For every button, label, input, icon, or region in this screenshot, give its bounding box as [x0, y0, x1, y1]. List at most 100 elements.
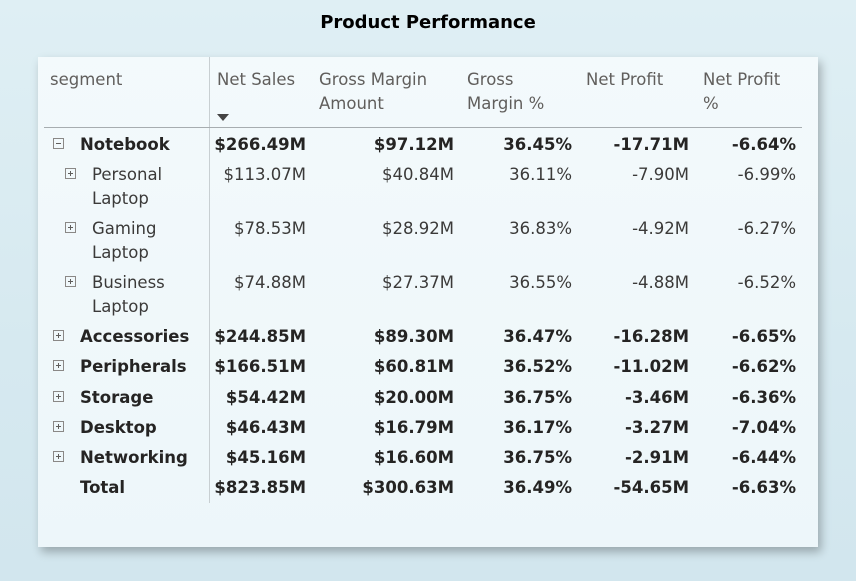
- row-label-line1: Accessories: [80, 327, 190, 346]
- cell-net-sales: $244.85M: [214, 327, 306, 346]
- cell-net-profit-pct: -6.62%: [731, 357, 796, 376]
- cell-gross-margin-pct: 36.45%: [503, 135, 572, 154]
- header-net-profit[interactable]: Net Profit: [586, 68, 663, 92]
- header-gross-margin-amount-line1: Gross Margin: [319, 70, 428, 89]
- row-label-line1: Networking: [80, 448, 188, 467]
- cell-net-profit: -16.28M: [613, 327, 689, 346]
- expand-plus-icon[interactable]: [53, 330, 64, 341]
- cell-gross-margin-pct: 36.75%: [503, 388, 572, 407]
- header-segment-label: segment: [50, 70, 123, 89]
- row-label-line1: Total: [80, 478, 126, 497]
- row-label: Peripherals: [80, 355, 187, 379]
- cell-gross-margin-pct: 36.11%: [509, 165, 572, 184]
- header-net-sales-label: Net Sales: [217, 70, 296, 89]
- cell-gross-margin-amount: $60.81M: [373, 357, 454, 376]
- cell-net-profit: -4.88M: [632, 273, 689, 292]
- cell-gross-margin-pct: 36.55%: [509, 273, 572, 292]
- header-net-sales[interactable]: Net Sales: [217, 68, 295, 92]
- cell-gross-margin-pct: 36.47%: [503, 327, 572, 346]
- cell-net-sales: $78.53M: [234, 219, 306, 238]
- cell-net-profit: -3.46M: [625, 388, 689, 407]
- row-label-line1: Business: [92, 273, 165, 292]
- cell-net-profit-pct: -6.27%: [737, 219, 796, 238]
- cell-gross-margin-pct: 36.49%: [503, 478, 572, 497]
- row-label: Networking: [80, 446, 188, 470]
- cell-net-profit: -17.71M: [613, 135, 689, 154]
- row-label-line1: Storage: [80, 388, 154, 407]
- cell-net-profit-pct: -7.04%: [731, 418, 796, 437]
- cell-gross-margin-pct: 36.52%: [503, 357, 572, 376]
- cell-net-profit: -2.91M: [625, 448, 689, 467]
- cell-net-profit-pct: -6.99%: [737, 165, 796, 184]
- cell-gross-margin-amount: $300.63M: [362, 478, 454, 497]
- cell-gross-margin-amount: $40.84M: [382, 165, 454, 184]
- cell-net-profit-pct: -6.44%: [731, 448, 796, 467]
- row-label: Gaming Laptop: [92, 217, 157, 265]
- header-segment[interactable]: segment: [50, 68, 122, 92]
- cell-net-profit-pct: -6.52%: [737, 273, 796, 292]
- cell-net-profit-pct: -6.36%: [731, 388, 796, 407]
- row-label: Desktop: [80, 416, 157, 440]
- cell-gross-margin-amount: $28.92M: [382, 219, 454, 238]
- row-label-line1: Personal: [92, 165, 163, 184]
- row-label: Personal Laptop: [92, 163, 162, 211]
- cell-gross-margin-amount: $20.00M: [373, 388, 454, 407]
- cell-net-profit-pct: -6.63%: [731, 478, 796, 497]
- header-gross-margin-amount[interactable]: Gross Margin Amount: [319, 68, 427, 116]
- cell-net-sales: $113.07M: [223, 165, 306, 184]
- row-label-line2: Laptop: [92, 243, 149, 262]
- visual-title: Product Performance: [320, 12, 536, 33]
- row-label-line1: Notebook: [80, 135, 170, 154]
- column-divider: [209, 57, 210, 503]
- cell-gross-margin-amount: $97.12M: [373, 135, 454, 154]
- collapse-minus-icon[interactable]: [53, 138, 64, 149]
- header-net-profit-label: Net Profit: [586, 70, 664, 89]
- row-label-line1: Desktop: [80, 418, 157, 437]
- row-label-line2: Laptop: [92, 297, 149, 316]
- cell-net-sales: $823.85M: [214, 478, 306, 497]
- cell-gross-margin-pct: 36.75%: [503, 448, 572, 467]
- row-label: Total: [80, 476, 125, 500]
- expand-plus-icon[interactable]: [65, 222, 76, 233]
- header-gross-margin-pct-line2: Margin %: [467, 94, 545, 113]
- header-divider: [44, 127, 802, 128]
- expand-plus-icon[interactable]: [53, 421, 64, 432]
- row-label-line1: Peripherals: [80, 357, 187, 376]
- cell-net-sales: $54.42M: [225, 388, 306, 407]
- cell-gross-margin-amount: $16.60M: [373, 448, 454, 467]
- cell-net-profit: -3.27M: [625, 418, 689, 437]
- cell-net-profit: -54.65M: [613, 478, 689, 497]
- row-label: Business Laptop: [92, 271, 165, 319]
- cell-gross-margin-pct: 36.83%: [509, 219, 572, 238]
- matrix-visual: segment Net Sales Gross Margin Amount Gr…: [38, 57, 818, 547]
- expand-plus-icon[interactable]: [53, 360, 64, 371]
- cell-net-profit: -7.90M: [632, 165, 689, 184]
- cell-net-profit-pct: -6.65%: [731, 327, 796, 346]
- cell-net-sales: $74.88M: [234, 273, 306, 292]
- header-net-profit-pct[interactable]: Net Profit %: [703, 68, 780, 116]
- expand-plus-icon[interactable]: [65, 168, 76, 179]
- header-gross-margin-amount-line2: Amount: [319, 94, 384, 113]
- header-net-profit-pct-line1: Net Profit: [703, 70, 781, 89]
- expand-plus-icon[interactable]: [53, 451, 64, 462]
- expand-plus-icon[interactable]: [65, 276, 76, 287]
- row-label-line2: Laptop: [92, 189, 149, 208]
- cell-gross-margin-pct: 36.17%: [503, 418, 572, 437]
- cell-net-sales: $46.43M: [225, 418, 306, 437]
- cell-gross-margin-amount: $27.37M: [382, 273, 454, 292]
- header-gross-margin-pct[interactable]: Gross Margin %: [467, 68, 544, 116]
- cell-net-profit: -11.02M: [613, 357, 689, 376]
- cell-gross-margin-amount: $89.30M: [373, 327, 454, 346]
- expand-plus-icon[interactable]: [53, 391, 64, 402]
- cell-net-profit-pct: -6.64%: [731, 135, 796, 154]
- cell-gross-margin-amount: $16.79M: [373, 418, 454, 437]
- cell-net-sales: $166.51M: [214, 357, 306, 376]
- row-label-line1: Gaming: [92, 219, 157, 238]
- row-label: Notebook: [80, 133, 170, 157]
- header-gross-margin-pct-line1: Gross: [467, 70, 514, 89]
- row-label: Accessories: [80, 325, 189, 349]
- cell-net-sales: $266.49M: [214, 135, 306, 154]
- row-label: Storage: [80, 386, 153, 410]
- header-net-profit-pct-line2: %: [703, 94, 719, 113]
- sort-descending-icon[interactable]: [217, 114, 229, 121]
